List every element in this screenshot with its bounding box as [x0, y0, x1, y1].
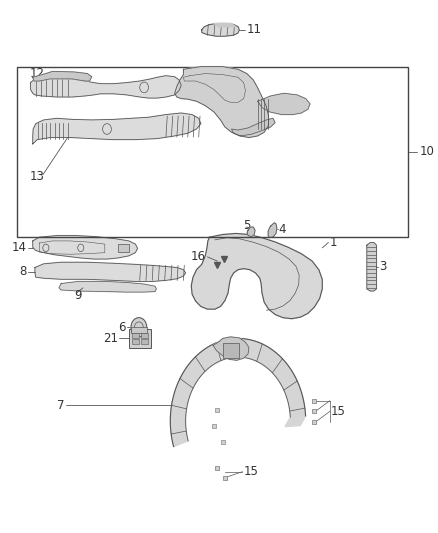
- Polygon shape: [268, 223, 277, 238]
- Polygon shape: [170, 338, 306, 447]
- Text: 15: 15: [244, 465, 258, 478]
- Bar: [223, 343, 239, 358]
- Text: 13: 13: [30, 171, 45, 183]
- Bar: [132, 333, 139, 338]
- Polygon shape: [214, 23, 236, 27]
- Bar: [129, 329, 151, 348]
- Polygon shape: [59, 281, 156, 292]
- Polygon shape: [31, 76, 181, 98]
- Bar: [141, 339, 148, 344]
- Text: 9: 9: [74, 289, 82, 302]
- Polygon shape: [33, 71, 92, 81]
- Bar: [132, 339, 139, 344]
- Text: 4: 4: [279, 223, 286, 236]
- Bar: [118, 244, 129, 252]
- Circle shape: [131, 318, 147, 337]
- Polygon shape: [258, 93, 310, 115]
- Polygon shape: [35, 262, 186, 281]
- Polygon shape: [247, 227, 255, 237]
- Text: 6: 6: [118, 321, 126, 334]
- Text: 12: 12: [30, 67, 45, 80]
- Text: 11: 11: [247, 23, 262, 36]
- Text: 14: 14: [11, 241, 26, 254]
- Text: 1: 1: [330, 236, 337, 249]
- Polygon shape: [175, 67, 268, 138]
- Text: 10: 10: [419, 146, 434, 158]
- Polygon shape: [33, 236, 138, 259]
- Text: 3: 3: [379, 260, 386, 273]
- Polygon shape: [202, 23, 239, 36]
- Text: 8: 8: [19, 265, 26, 278]
- Polygon shape: [213, 337, 249, 360]
- Text: 7: 7: [57, 399, 65, 411]
- Bar: [141, 333, 148, 338]
- Text: 15: 15: [331, 405, 346, 418]
- Text: 5: 5: [243, 220, 250, 232]
- Polygon shape: [191, 233, 322, 319]
- Text: 21: 21: [103, 332, 118, 345]
- Polygon shape: [367, 243, 376, 291]
- Bar: [18, 67, 408, 237]
- Polygon shape: [231, 118, 275, 136]
- Text: 16: 16: [191, 251, 206, 263]
- Polygon shape: [33, 113, 201, 144]
- Bar: [131, 327, 147, 333]
